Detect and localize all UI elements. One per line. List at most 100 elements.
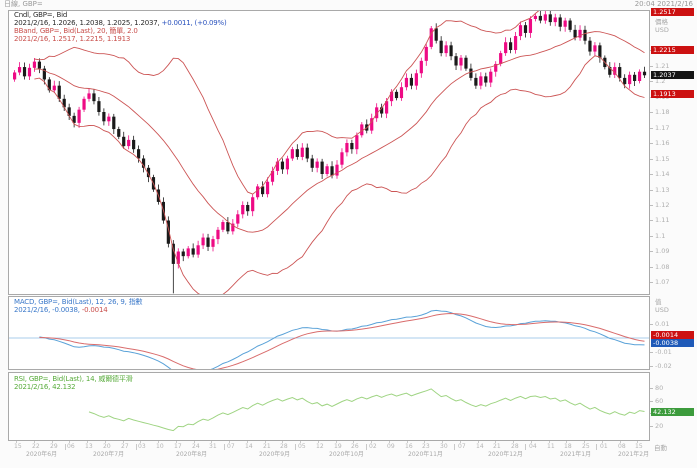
main-panel-border <box>8 10 650 295</box>
price-tick-mark <box>650 236 653 237</box>
price-tick: 1.18 <box>655 108 670 116</box>
rsi-tick-mark <box>650 388 653 389</box>
timeaxis-day-tick <box>460 441 461 443</box>
timeaxis-day-tick <box>353 441 354 443</box>
rsi-tick: 20 <box>655 422 664 430</box>
timeaxis-month-label: 2020年6月 <box>26 451 58 458</box>
timeaxis-day-tick <box>531 441 532 443</box>
timeaxis-month-separator <box>596 444 597 450</box>
timeaxis-auto-label: 自動 <box>654 444 667 452</box>
timeaxis-day-tick <box>549 441 550 443</box>
candlestick-series[interactable] <box>13 10 647 294</box>
timeaxis-day-tick <box>16 441 17 443</box>
timeaxis-day-tick <box>407 441 408 443</box>
price-tick-mark <box>650 267 653 268</box>
legend-change-values: +0.0011, (+0.09%) <box>161 19 227 27</box>
timeaxis-day-tick <box>620 441 621 443</box>
timeaxis-day-label: 15 <box>635 443 643 450</box>
rsi-tick: 80 <box>655 384 664 392</box>
timeaxis-day-label: 18 <box>564 443 572 450</box>
timeaxis-day-tick <box>602 441 603 443</box>
timeaxis-day-tick <box>566 441 567 443</box>
price-tick-mark <box>650 251 653 252</box>
price-axis-badge: 1.2215 <box>651 46 694 54</box>
timeaxis-day-label: 23 <box>422 443 430 450</box>
price-tick-mark <box>650 128 653 129</box>
timeaxis-day-label: 16 <box>405 443 413 450</box>
legend-macd-values: 2021/2/16, -0.0038, -0.0014 <box>14 306 108 314</box>
timeaxis-day-label: 12 <box>316 443 324 450</box>
timeaxis-month-label: 2020年7月 <box>93 451 125 458</box>
price-tick: 1.16 <box>655 139 670 147</box>
macd-series <box>39 309 645 369</box>
price-axis-badge: 1.2517 <box>651 8 694 16</box>
window-title: 日線, GBP= <box>4 0 43 8</box>
price-tick-mark <box>650 66 653 67</box>
macd-axis-badge: -0.0038 <box>651 339 694 347</box>
timeaxis-day-tick <box>637 441 638 443</box>
timeaxis-day-tick <box>371 441 372 443</box>
timeaxis-day-tick <box>229 441 230 443</box>
rsi-axis-badge: 42.132 <box>651 408 694 416</box>
macd-axis-unit: USD <box>655 306 669 314</box>
timeaxis-day-tick <box>211 441 212 443</box>
timeaxis-day-tick <box>495 441 496 443</box>
timeaxis-month-label: 2021年2月 <box>618 451 650 458</box>
timeaxis-day-label: 01 <box>600 443 608 450</box>
timeaxis-month-label: 2020年10月 <box>329 451 364 458</box>
timeaxis-day-tick <box>247 441 248 443</box>
timeaxis-day-tick <box>282 441 283 443</box>
timeaxis-day-label: 14 <box>245 443 253 450</box>
price-tick: 1.08 <box>655 263 670 271</box>
price-tick-mark <box>650 112 653 113</box>
price-tick: 1.1 <box>655 232 666 240</box>
price-tick: 1.15 <box>655 155 670 163</box>
timeaxis-day-label: 19 <box>334 443 342 450</box>
timeaxis-day-label: 26 <box>351 443 359 450</box>
timeaxis-day-label: 02 <box>369 443 377 450</box>
timeaxis-month-separator <box>136 444 137 450</box>
price-tick: 1.12 <box>655 201 670 209</box>
price-tick: 1.13 <box>655 186 670 194</box>
legend-macd-value: 2021/2/16, -0.0038, <box>14 306 80 314</box>
timeaxis-month-separator <box>454 444 455 450</box>
timeaxis-day-label: 08 <box>618 443 626 450</box>
price-axis-badge: 1.2037 <box>651 71 694 79</box>
timeaxis-day-label: 10 <box>156 443 164 450</box>
timeaxis-day-label: 07 <box>227 443 235 450</box>
legend-candle-values: 2021/2/16, 1.2026, 1.2038, 1.2025, 1.203… <box>14 20 227 27</box>
timeaxis-day-label: 27 <box>121 443 129 450</box>
legend-bband-title: BBand, GBP=, Bid(Last), 20, 簡單, 2.0 <box>14 27 138 35</box>
timeaxis-day-tick <box>318 441 319 443</box>
timeaxis-day-tick <box>265 441 266 443</box>
price-tick-mark <box>650 282 653 283</box>
timeaxis-day-label: 14 <box>476 443 484 450</box>
timeaxis-day-label: 17 <box>174 443 182 450</box>
timeaxis-month-label: 2020年12月 <box>488 451 523 458</box>
price-tick: 1.21 <box>655 62 670 70</box>
rsi-series <box>88 388 645 432</box>
timeaxis-month-label: 2020年11月 <box>408 451 443 458</box>
timeaxis-day-tick <box>336 441 337 443</box>
timeaxis-day-label: 20 <box>103 443 111 450</box>
price-tick: 1.2 <box>655 77 666 85</box>
timeaxis-day-label: 21 <box>263 443 271 450</box>
timeaxis-day-label: 11 <box>547 443 555 450</box>
price-axis-title: 價格 <box>655 18 668 26</box>
timeaxis-month-label: 2020年9月 <box>259 451 291 458</box>
timeaxis-day-tick <box>176 441 177 443</box>
timeaxis-day-label: 15 <box>14 443 22 450</box>
timeaxis-day-label: 22 <box>32 443 40 450</box>
timeaxis-day-tick <box>123 441 124 443</box>
timeaxis-day-label: 07 <box>458 443 466 450</box>
timeaxis-month-separator <box>65 444 66 450</box>
timeaxis-day-tick <box>158 441 159 443</box>
macd-tick: -0.01 <box>655 348 672 356</box>
timeaxis-month-label: 2021年1月 <box>560 451 592 458</box>
timeaxis-day-tick <box>87 441 88 443</box>
timeaxis-day-label: 24 <box>192 443 200 450</box>
macd-tick: -0.02 <box>655 362 672 370</box>
legend-signal-value: -0.0014 <box>81 306 108 314</box>
timeaxis-month-label: 2020年8月 <box>176 451 208 458</box>
